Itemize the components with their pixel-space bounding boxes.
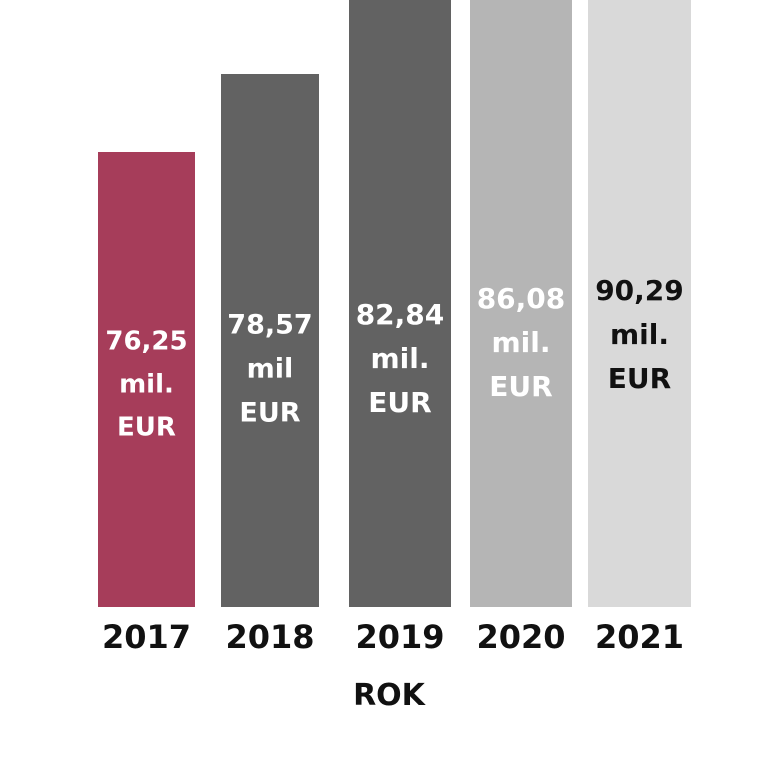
data-label-2021-line-3: EUR [608,362,671,395]
data-label-2021-line-2: mil. [610,318,669,351]
data-label-2020-line-1: 86,08 [477,282,566,315]
data-label-2021-line-1: 90,29 [595,274,684,307]
data-label-2017-line-2: mil. [119,369,174,399]
data-label-2019-line-1: 82,84 [356,298,445,331]
bar-2021 [588,0,691,607]
bar-2017 [98,152,195,607]
x-tick-labels-group: 2017 2018 2019 2020 2021 [102,618,684,656]
data-label-2018-line-2: mil [247,354,294,385]
data-label-2020-line-3: EUR [489,370,552,403]
bar-2018 [221,74,319,607]
data-label-2017-line-3: EUR [117,412,176,442]
x-tick-label-2021: 2021 [595,618,684,656]
data-label-2020-line-2: mil. [491,326,550,359]
data-label-2019-line-3: EUR [368,386,431,419]
data-label-2019-line-2: mil. [370,342,429,375]
data-label-2018-line-3: EUR [239,398,300,429]
bar-2020 [470,0,572,607]
data-label-2017-line-1: 76,25 [105,326,187,356]
data-label-2018-line-1: 78,57 [227,310,312,341]
bars-group [98,0,691,608]
bar-2019 [349,0,451,608]
x-tick-label-2018: 2018 [225,618,314,656]
x-tick-label-2020: 2020 [476,618,565,656]
x-tick-label-2017: 2017 [102,618,191,656]
data-labels-group: 76,25 mil. EUR 78,57 mil EUR 82,84 mil. EUR 86,08… [105,274,683,442]
x-tick-label-2019: 2019 [355,618,444,656]
x-axis-title: ROK [353,678,427,713]
